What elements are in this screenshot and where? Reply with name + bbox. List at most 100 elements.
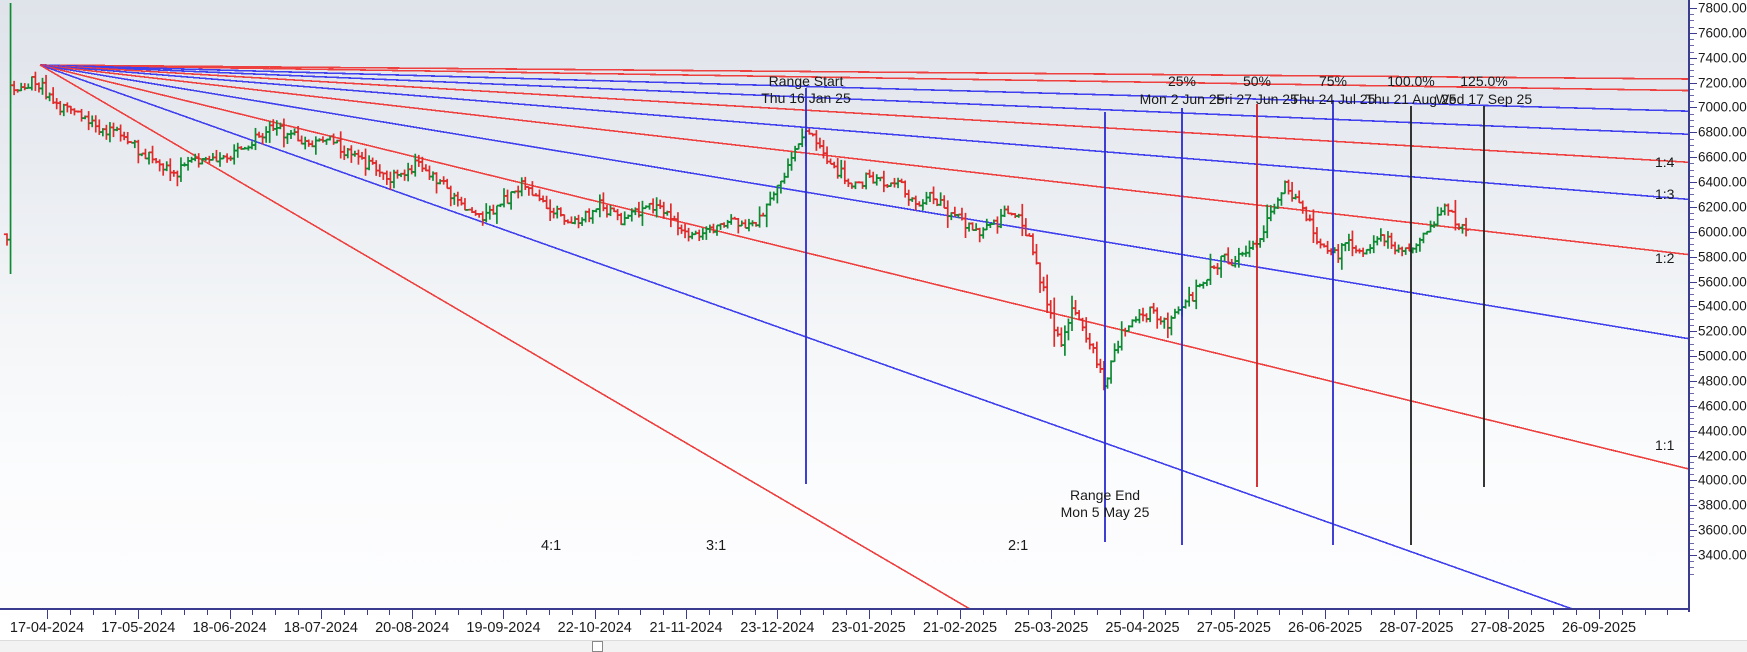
date-tick-label: 26-09-2025 bbox=[1561, 620, 1637, 636]
price-tick bbox=[1690, 206, 1697, 208]
price-minor-tick bbox=[1690, 200, 1694, 202]
date-tick bbox=[1416, 608, 1418, 619]
date-tick-label: 22-10-2024 bbox=[557, 620, 632, 636]
fib-pct-label-2: 75% bbox=[1318, 73, 1348, 89]
price-tick bbox=[1690, 505, 1697, 507]
price-minor-tick bbox=[1690, 194, 1694, 196]
fib-pct-label-3: 100.0% bbox=[1387, 73, 1435, 89]
price-tick bbox=[1690, 555, 1697, 556]
fib-date-label-1: Fri 27 Jun 25 bbox=[1216, 91, 1298, 107]
price-minor-tick bbox=[1690, 163, 1694, 165]
price-minor-tick bbox=[1690, 175, 1694, 177]
date-tick bbox=[412, 608, 414, 619]
date-minor-tick bbox=[1279, 608, 1281, 615]
fib-pct-label-4: 125.0% bbox=[1460, 73, 1508, 89]
price-minor-tick bbox=[1690, 45, 1694, 47]
date-minor-tick bbox=[891, 608, 893, 615]
date-tick-label: 27-08-2025 bbox=[1470, 620, 1545, 636]
date-axis-line bbox=[0, 608, 1688, 610]
date-tick-label: 23-12-2024 bbox=[740, 620, 815, 636]
price-minor-tick bbox=[1690, 287, 1694, 289]
price-minor-tick bbox=[1690, 150, 1694, 152]
price-tick-label: 7600.00 bbox=[1698, 25, 1747, 41]
date-minor-tick bbox=[823, 608, 824, 615]
price-minor-tick bbox=[1690, 95, 1694, 97]
price-minor-tick bbox=[1690, 70, 1694, 72]
date-minor-tick bbox=[640, 608, 642, 615]
ohlc-bars bbox=[3, 2, 1470, 391]
price-tick bbox=[1690, 331, 1697, 333]
date-tick bbox=[868, 608, 870, 619]
price-minor-tick bbox=[1690, 144, 1694, 146]
date-minor-tick bbox=[1530, 608, 1532, 615]
price-tick-label: 4200.00 bbox=[1698, 448, 1747, 464]
price-minor-tick bbox=[1690, 169, 1694, 171]
date-tick bbox=[1142, 608, 1144, 619]
date-tick bbox=[1325, 608, 1327, 619]
price-minor-tick bbox=[1690, 300, 1694, 302]
price-minor-tick bbox=[1690, 101, 1694, 103]
price-tick-label: 6400.00 bbox=[1698, 174, 1747, 190]
date-tick-label: 26-06-2025 bbox=[1288, 620, 1363, 636]
price-minor-tick bbox=[1690, 393, 1694, 395]
date-minor-tick bbox=[754, 608, 756, 615]
price-minor-tick bbox=[1690, 14, 1694, 16]
price-minor-tick bbox=[1690, 486, 1694, 488]
date-minor-tick bbox=[1439, 608, 1441, 615]
plot-svg bbox=[3, 2, 1688, 608]
price-tick-label: 7400.00 bbox=[1698, 50, 1747, 66]
price-tick-label: 5000.00 bbox=[1698, 348, 1747, 364]
price-tick bbox=[1690, 480, 1697, 482]
date-tick bbox=[320, 608, 322, 619]
scroll-handle[interactable] bbox=[592, 641, 603, 652]
date-tick bbox=[1507, 608, 1509, 619]
price-tick-label: 6800.00 bbox=[1698, 124, 1747, 140]
price-minor-tick bbox=[1690, 436, 1694, 438]
price-minor-tick bbox=[1690, 399, 1694, 401]
price-minor-tick bbox=[1690, 269, 1694, 271]
vertical-markers bbox=[805, 88, 1485, 545]
date-tick bbox=[1233, 608, 1235, 619]
price-minor-tick bbox=[1690, 188, 1694, 190]
price-minor-tick bbox=[1690, 368, 1694, 370]
date-tick-label: 21-02-2025 bbox=[922, 620, 998, 636]
price-tick-label: 6200.00 bbox=[1698, 199, 1747, 215]
price-minor-tick bbox=[1690, 63, 1694, 65]
plot-area[interactable] bbox=[0, 0, 1688, 608]
price-minor-tick bbox=[1690, 542, 1694, 544]
date-tick-label: 17-05-2024 bbox=[101, 620, 176, 636]
date-minor-tick bbox=[69, 608, 71, 615]
price-tick-label: 7800.00 bbox=[1698, 0, 1747, 16]
price-tick bbox=[1690, 306, 1697, 308]
date-tick bbox=[47, 608, 48, 619]
price-minor-tick bbox=[1690, 461, 1694, 463]
fib-date-label-2: Thu 24 Jul 25 bbox=[1290, 91, 1376, 107]
price-minor-tick bbox=[1690, 499, 1694, 501]
price-tick-label: 6600.00 bbox=[1698, 149, 1747, 165]
date-minor-tick bbox=[1462, 608, 1464, 615]
date-minor-tick bbox=[1074, 608, 1076, 615]
price-minor-tick bbox=[1690, 561, 1694, 563]
price-minor-tick bbox=[1690, 138, 1694, 140]
price-tick bbox=[1690, 356, 1697, 358]
date-tick bbox=[138, 608, 140, 619]
price-minor-tick bbox=[1690, 244, 1694, 246]
range-start-label: Range Start Thu 16 Jan 25 bbox=[761, 73, 851, 107]
date-tick bbox=[1051, 608, 1053, 619]
date-tick bbox=[1599, 608, 1600, 619]
price-minor-tick bbox=[1690, 418, 1694, 420]
price-minor-tick bbox=[1690, 51, 1694, 53]
price-minor-tick bbox=[1690, 573, 1694, 575]
price-tick bbox=[1690, 8, 1697, 9]
price-tick bbox=[1690, 380, 1697, 382]
date-minor-tick bbox=[1393, 608, 1395, 615]
date-tick-label: 25-04-2025 bbox=[1105, 620, 1180, 636]
fan-ratio-label-4-1: 4:1 bbox=[541, 538, 562, 554]
price-minor-tick bbox=[1690, 492, 1694, 494]
price-minor-tick bbox=[1690, 126, 1694, 128]
price-minor-tick bbox=[1690, 474, 1694, 476]
price-tick bbox=[1690, 57, 1697, 59]
range-end-label-line1: Range End bbox=[1069, 487, 1141, 503]
price-axis[interactable]: 7800.00 7600.00 7400.00 7200.00 7000.00 6800.… bbox=[1688, 0, 1747, 652]
date-tick-label: 17-04-2024 bbox=[9, 620, 85, 636]
